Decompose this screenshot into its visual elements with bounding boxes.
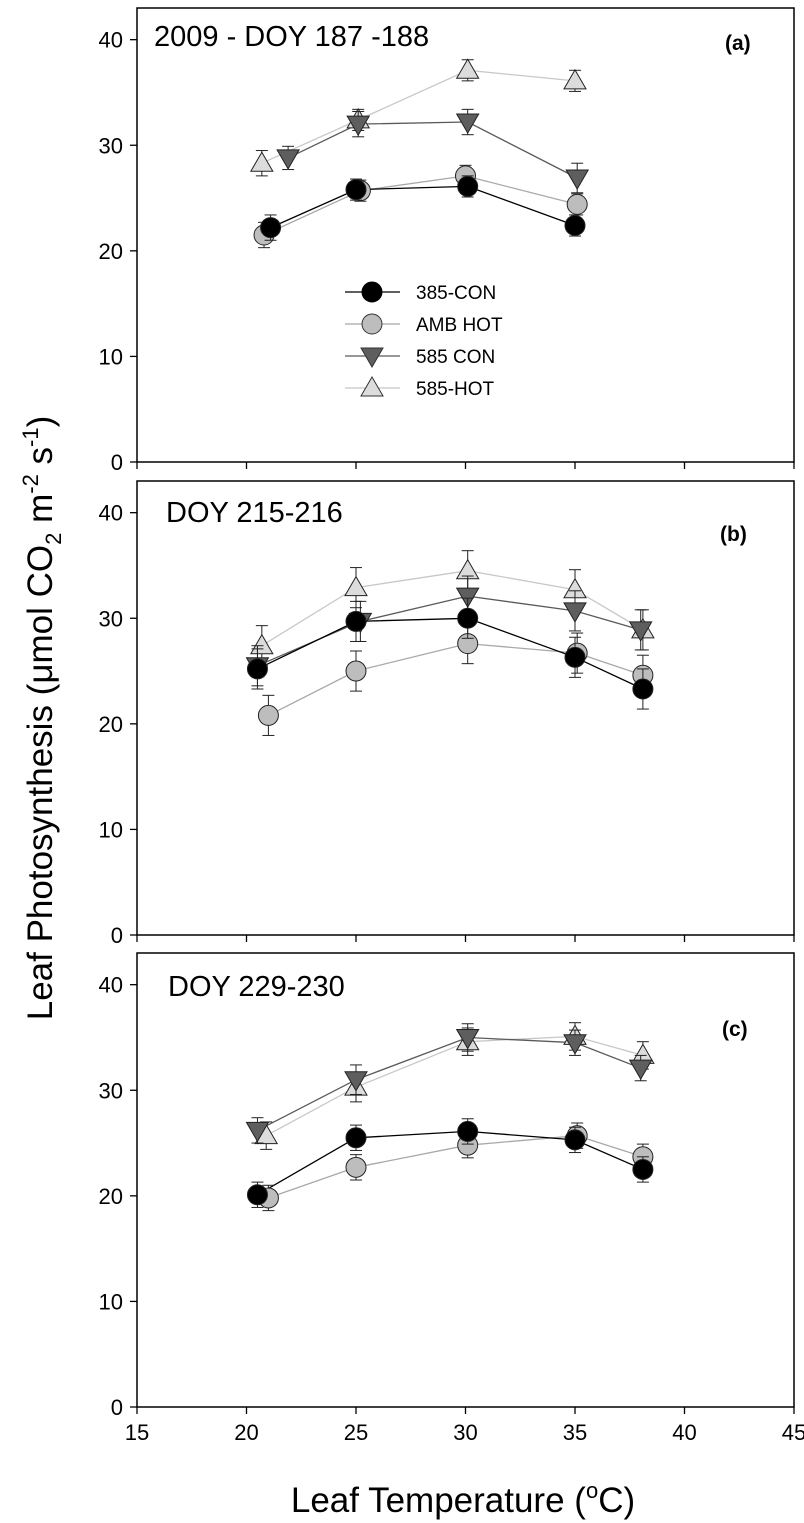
y-tick-label: 20 — [99, 712, 123, 737]
point-amb-hot — [566, 193, 588, 215]
point-585-con — [455, 113, 480, 135]
x-tick-label: 30 — [453, 1420, 477, 1445]
panel-a: 2009 - DOY 187 -188 (a) 0 10 20 30 40 385-CO… — [99, 7, 795, 475]
y-tick-label: 10 — [99, 1289, 123, 1314]
legend-label: AMB HOT — [416, 315, 503, 336]
point-585-con — [628, 621, 653, 642]
series-line-585-con — [257, 1036, 641, 1131]
x-tick-label: 15 — [125, 1420, 149, 1445]
point-585-con — [563, 1034, 587, 1055]
panel-a-letter: (a) — [725, 32, 751, 55]
y-axis-title: Leaf Photosynthesis (μmol CO2 m-2 s-1) — [18, 416, 66, 1021]
legend-entry-amb-hot: AMB HOT — [345, 313, 503, 336]
point-385-con — [564, 1129, 586, 1151]
point-585-con — [346, 115, 371, 137]
point-585-hot — [455, 58, 480, 79]
y-tick-label: 20 — [99, 239, 123, 264]
x-tick-label: 25 — [344, 1420, 368, 1445]
x-tick-label: 45 — [782, 1420, 804, 1445]
legend-entry-585-con: 585 CON — [345, 347, 495, 368]
legend-entry-585-hot: 585-HOT — [345, 376, 495, 400]
y-tick-label: 40 — [99, 973, 123, 998]
point-585-con — [628, 1059, 653, 1081]
point-amb-hot — [257, 704, 279, 726]
point-585-hot — [344, 575, 368, 597]
series-line-amb-hot — [263, 175, 578, 236]
point-585-con — [565, 169, 590, 190]
legend-label: 585-HOT — [416, 379, 495, 400]
point-585-con — [455, 587, 480, 609]
panel-c-letter: (c) — [722, 1018, 748, 1041]
y-tick-label: 30 — [99, 606, 123, 631]
legend-marker-circle — [361, 313, 383, 335]
point-385-con — [457, 175, 479, 197]
panel-c-yticks: 0 10 20 30 40 — [99, 973, 795, 1420]
y-tick-label: 10 — [99, 817, 123, 842]
y-tick-label: 0 — [111, 1395, 123, 1420]
panel-a-yticks: 0 10 20 30 40 — [99, 28, 795, 475]
panel-b-frame — [136, 480, 795, 936]
panel-b-letter: (b) — [720, 523, 747, 546]
point-385-con — [345, 179, 367, 201]
point-585-con — [455, 1028, 480, 1050]
point-385-con — [246, 1184, 268, 1206]
x-axis: 15 20 25 30 35 40 45 — [125, 1420, 804, 1445]
point-385-con — [564, 646, 586, 668]
y-tick-label: 30 — [99, 133, 123, 158]
series-line-585-con — [287, 121, 578, 179]
point-585-hot — [249, 151, 274, 172]
point-amb-hot — [345, 660, 367, 682]
point-amb-hot — [345, 1156, 367, 1178]
point-585-con — [276, 149, 300, 170]
y-tick-label: 20 — [99, 1184, 123, 1209]
x-tick-label: 20 — [234, 1420, 258, 1445]
x-axis-title: Leaf Temperature (oC) — [291, 1478, 635, 1520]
point-385-con — [345, 610, 367, 632]
point-585-con — [344, 1071, 368, 1092]
panel-c: DOY 229-230 (c) 0 10 20 30 40 — [99, 952, 795, 1420]
y-tick-label: 40 — [99, 28, 123, 53]
y-tick-label: 0 — [111, 923, 123, 948]
point-385-con — [564, 214, 586, 236]
panel-b-yticks: 0 10 20 30 40 — [99, 501, 795, 948]
legend-label: 585 CON — [416, 347, 495, 368]
legend-label: 385-CON — [416, 283, 496, 304]
point-385-con — [457, 1120, 479, 1142]
legend-marker-triangle-up — [360, 376, 384, 397]
x-tick-label: 40 — [672, 1420, 696, 1445]
point-585-con — [245, 1121, 270, 1143]
point-385-con — [632, 1158, 654, 1180]
series-line-585-hot — [261, 69, 576, 164]
point-585-hot — [249, 633, 274, 655]
point-385-con — [260, 217, 282, 239]
point-385-con — [246, 658, 268, 680]
legend: 385-CON AMB HOT 585 CON 585-HOT — [345, 281, 503, 400]
series-line-585-hot — [265, 1035, 644, 1137]
point-385-con — [345, 1127, 367, 1149]
panel-b: DOY 215-216 (b) 0 10 20 30 40 — [99, 480, 795, 948]
point-385-con — [632, 678, 654, 700]
y-tick-label: 0 — [111, 450, 123, 475]
x-tick-label: 35 — [563, 1420, 587, 1445]
point-585-con — [563, 602, 587, 623]
panel-b-title: DOY 215-216 — [166, 497, 343, 529]
point-385-con — [457, 607, 479, 629]
y-tick-label: 40 — [99, 501, 123, 526]
legend-marker-circle — [361, 281, 383, 303]
panel-a-marks — [249, 58, 590, 249]
legend-entry-385-con: 385-CON — [345, 281, 496, 304]
series-line-585-hot — [261, 570, 644, 647]
point-585-hot — [563, 68, 587, 90]
y-tick-label: 10 — [99, 344, 123, 369]
panel-c-title: DOY 229-230 — [168, 971, 345, 1003]
panel-c-frame — [136, 952, 795, 1408]
panel-c-marks — [245, 1022, 655, 1212]
series-line-385-con — [270, 185, 576, 229]
panel-a-title: 2009 - DOY 187 -188 — [154, 21, 429, 53]
panel-b-marks — [245, 550, 655, 736]
y-tick-label: 30 — [99, 1078, 123, 1103]
legend-marker-triangle-down — [360, 347, 384, 368]
